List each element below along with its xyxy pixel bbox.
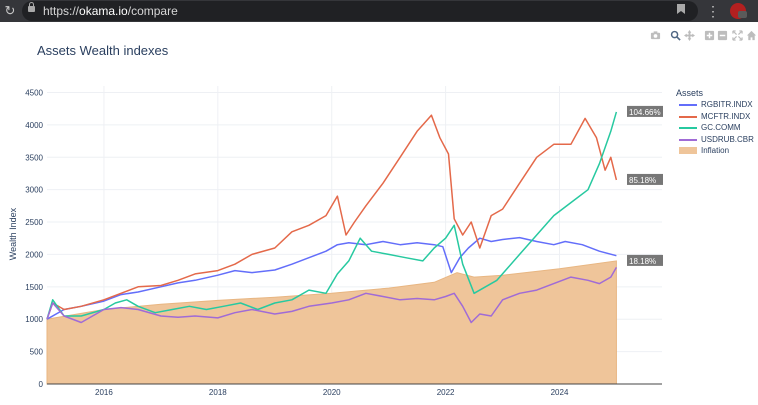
annotation-label: 18.18%	[629, 257, 656, 266]
legend-item-gc[interactable]: GC.COMM	[676, 122, 758, 134]
reset-axes-icon[interactable]	[746, 30, 757, 41]
extension-icon[interactable]	[730, 3, 747, 19]
bookmark-icon[interactable]	[677, 4, 685, 14]
axes-layer: 0 500 1000 1500 2000 2500 3000 3500 4000 4500 2016…	[25, 88, 662, 397]
legend-title: Assets	[676, 88, 704, 98]
legend-label: RGBITR.INDX	[701, 100, 753, 109]
camera-icon[interactable]	[650, 30, 661, 41]
series-line-usdrub	[46, 267, 618, 324]
x-tick-label: 2024	[551, 388, 569, 397]
legend-label: GC.COMM	[701, 123, 741, 132]
y-tick-label: 2500	[25, 218, 43, 227]
annotation-box	[627, 173, 663, 185]
annotation-box	[627, 105, 663, 117]
series-line-mcftr	[46, 114, 618, 320]
series-line-gc	[46, 111, 618, 320]
legend-swatch	[679, 147, 697, 154]
reload-icon[interactable]: ↻	[4, 3, 16, 18]
annotation-box	[627, 254, 663, 266]
legend-swatch	[679, 104, 697, 106]
zoom-icon[interactable]	[670, 30, 681, 41]
legend-item-inflation[interactable]: Inflation	[676, 145, 758, 157]
zoom-out-icon[interactable]	[717, 30, 728, 41]
chart-title: Assets Wealth indexes	[37, 43, 169, 58]
url-text[interactable]: https://okama.io/compare	[43, 3, 178, 19]
legend-item-usdrub[interactable]: USDRUB.CBR	[676, 134, 758, 146]
y-tick-label: 1500	[25, 283, 43, 292]
y-tick-label: 4000	[25, 121, 43, 130]
y-tick-label: 500	[30, 348, 44, 357]
legend-swatch	[679, 116, 697, 118]
annotation-label: 104.66%	[629, 108, 661, 117]
url-host: okama.io	[79, 4, 128, 18]
y-axis-label: Wealth Index	[8, 207, 18, 260]
y-tick-label: 4500	[25, 88, 43, 97]
legend-label: Inflation	[701, 146, 730, 155]
legend-item-mcftr[interactable]: MCFTR.INDX	[676, 111, 758, 123]
legend-item-rgbitr[interactable]: RGBITR.INDX	[676, 99, 758, 111]
y-tick-label: 0	[39, 380, 44, 389]
pan-icon[interactable]	[684, 30, 695, 41]
end-value-annotations: 104.66% 85.18% 18.18%	[627, 105, 663, 266]
url-scheme: https://	[43, 4, 80, 18]
zoom-in-icon[interactable]	[704, 30, 715, 41]
annotation-label: 85.18%	[629, 176, 656, 185]
legend-label: USDRUB.CBR	[701, 135, 754, 144]
legend-swatch	[679, 139, 697, 141]
autoscale-icon[interactable]	[732, 30, 743, 41]
x-tick-label: 2020	[323, 388, 341, 397]
x-tick-label: 2016	[95, 388, 113, 397]
legend-label: MCFTR.INDX	[701, 112, 751, 121]
x-tick-label: 2022	[437, 388, 455, 397]
address-bar[interactable]: https://okama.io/compare	[22, 1, 698, 21]
y-tick-label: 3000	[25, 186, 43, 195]
series-lines-layer	[46, 111, 618, 324]
x-tick-label: 2018	[209, 388, 227, 397]
browser-toolbar: ↻ https://okama.io/compare ⋮	[0, 0, 758, 22]
lock-icon[interactable]	[28, 2, 35, 12]
legend-swatch	[679, 127, 697, 129]
url-path: /compare	[127, 4, 178, 18]
y-tick-label: 1000	[25, 315, 43, 324]
y-tick-label: 3500	[25, 153, 43, 162]
y-tick-label: 2000	[25, 250, 43, 259]
